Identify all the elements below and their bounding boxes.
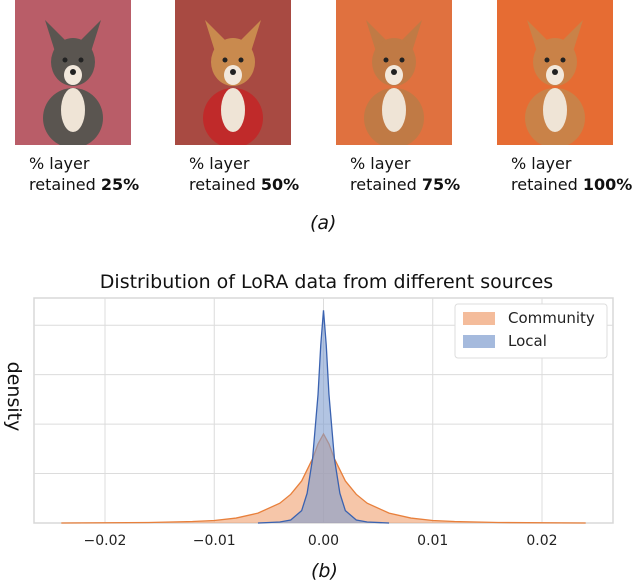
x-tick-label: −0.01 — [193, 533, 236, 549]
series-area-local — [257, 310, 390, 523]
legend-swatch — [463, 335, 495, 348]
legend-label: Local — [508, 332, 547, 350]
caption-line1: % layer — [189, 154, 250, 173]
caption-value: 100% — [582, 175, 633, 194]
caption-prefix: retained — [350, 175, 422, 194]
x-tick-label: 0.01 — [417, 533, 448, 549]
caption-prefix: retained — [189, 175, 261, 194]
caption-value: 25% — [100, 175, 140, 194]
legend-swatch — [463, 312, 495, 325]
dog-image — [336, 0, 452, 145]
caption-value: 75% — [421, 175, 461, 194]
dog-image — [15, 0, 131, 145]
series-line-local — [257, 310, 390, 524]
x-tick-label: 0.00 — [308, 533, 339, 549]
image-caption: % layer retained 50% — [189, 153, 299, 195]
image-caption: % layer retained 75% — [350, 153, 460, 195]
caption-line1: % layer — [511, 154, 572, 173]
panel-a-label: (a) — [310, 212, 337, 234]
image-caption: % layer retained 100% — [511, 153, 632, 195]
y-axis-label: density — [3, 362, 25, 432]
image-caption: % layer retained 25% — [29, 153, 139, 195]
caption-prefix: retained — [511, 175, 583, 194]
caption-line1: % layer — [350, 154, 411, 173]
panel-b-label: (b) — [311, 560, 338, 582]
density-chart: −0.02 −0.01 0.00 0.01 0.02 Distribution of Lo… — [3, 271, 614, 549]
caption-prefix: retained — [29, 175, 101, 194]
chart-title: Distribution of LoRA data from different… — [100, 271, 553, 293]
caption-line1: % layer — [29, 154, 90, 173]
dog-image — [175, 0, 291, 145]
caption-value: 50% — [260, 175, 300, 194]
x-tick-label: 0.02 — [526, 533, 557, 549]
x-tick-label: −0.02 — [84, 533, 127, 549]
legend-label: Community — [508, 309, 595, 327]
dog-image — [497, 0, 613, 145]
